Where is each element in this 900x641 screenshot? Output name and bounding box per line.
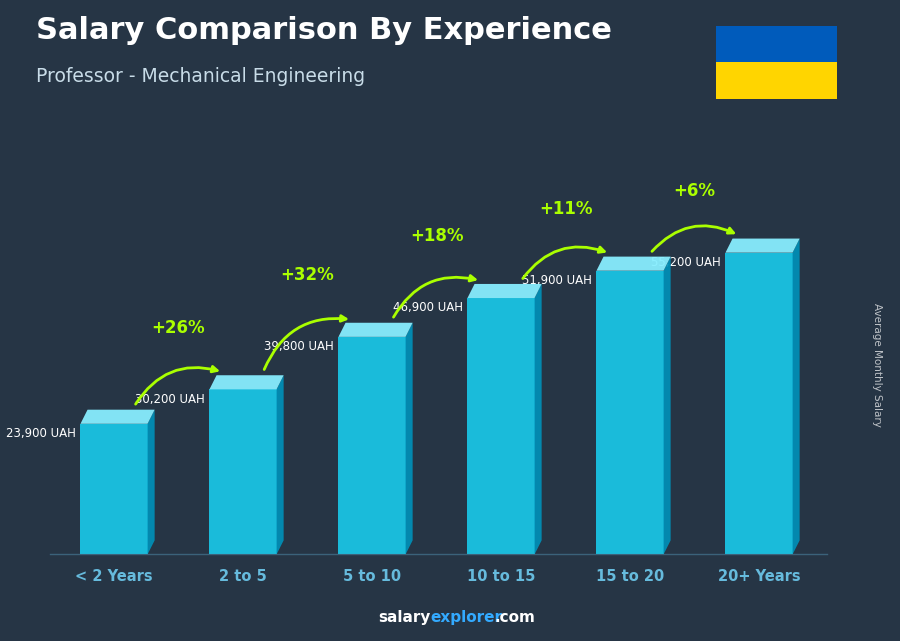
Text: 46,900 UAH: 46,900 UAH [393,301,463,314]
Bar [716,26,837,62]
Text: 5 to 10: 5 to 10 [343,569,401,583]
Text: 10 to 15: 10 to 15 [467,569,536,583]
Text: +11%: +11% [539,200,592,218]
Text: +18%: +18% [410,228,464,246]
Text: Average Monthly Salary: Average Monthly Salary [872,303,883,428]
Text: +32%: +32% [281,266,335,285]
Text: 30,200 UAH: 30,200 UAH [135,392,205,406]
Text: < 2 Years: < 2 Years [76,569,153,583]
Bar [716,62,837,99]
Text: Professor - Mechanical Engineering: Professor - Mechanical Engineering [36,67,365,87]
Text: +6%: +6% [673,182,716,200]
Text: 55,200 UAH: 55,200 UAH [652,256,721,269]
Text: 15 to 20: 15 to 20 [596,569,664,583]
Text: explorer: explorer [430,610,502,625]
Text: salary: salary [378,610,430,625]
Text: 39,800 UAH: 39,800 UAH [265,340,334,353]
Text: 23,900 UAH: 23,900 UAH [6,427,76,440]
Text: +26%: +26% [152,319,205,337]
Text: .com: .com [495,610,536,625]
Text: 51,900 UAH: 51,900 UAH [522,274,592,287]
Text: 20+ Years: 20+ Years [717,569,800,583]
Text: 2 to 5: 2 to 5 [219,569,267,583]
Text: Salary Comparison By Experience: Salary Comparison By Experience [36,16,612,45]
